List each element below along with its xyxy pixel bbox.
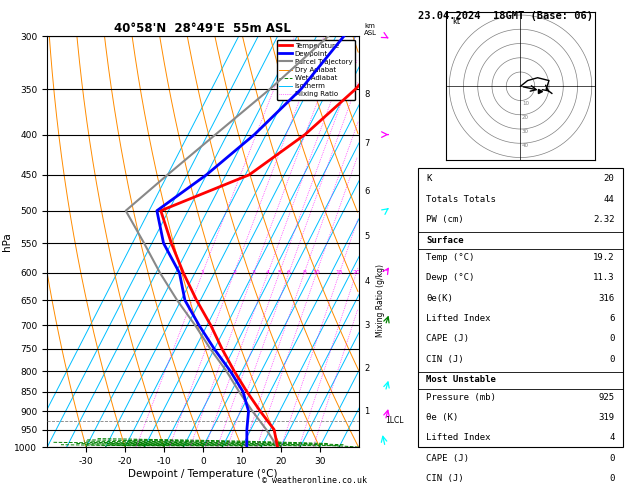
Text: 30: 30 (522, 129, 529, 134)
Text: Lifted Index: Lifted Index (426, 434, 491, 442)
Text: km
ASL: km ASL (364, 23, 377, 36)
Text: 20: 20 (604, 174, 615, 183)
Text: Lifted Index: Lifted Index (426, 314, 491, 323)
Text: © weatheronline.co.uk: © weatheronline.co.uk (262, 476, 367, 485)
Text: K: K (426, 174, 432, 183)
Text: Pressure (mb): Pressure (mb) (426, 393, 496, 401)
Text: CIN (J): CIN (J) (426, 474, 464, 483)
Text: kt: kt (452, 17, 460, 26)
Text: 0: 0 (609, 355, 615, 364)
Text: Mixing Ratio (g/kg): Mixing Ratio (g/kg) (376, 264, 385, 337)
Text: 925: 925 (598, 393, 615, 401)
Text: 0: 0 (609, 334, 615, 344)
Text: θe (K): θe (K) (426, 413, 459, 422)
Text: 20: 20 (352, 270, 360, 276)
Text: 0: 0 (609, 454, 615, 463)
Text: CAPE (J): CAPE (J) (426, 454, 469, 463)
Text: 6: 6 (364, 187, 370, 195)
Y-axis label: hPa: hPa (2, 232, 12, 251)
Text: 10: 10 (313, 270, 320, 276)
Text: 319: 319 (598, 413, 615, 422)
Text: 2: 2 (364, 364, 370, 373)
Text: 40: 40 (522, 143, 529, 148)
Legend: Temperature, Dewpoint, Parcel Trajectory, Dry Adiabat, Wet Adiabat, Isotherm, Mi: Temperature, Dewpoint, Parcel Trajectory… (277, 40, 355, 100)
Text: 15: 15 (336, 270, 343, 276)
Text: 2: 2 (232, 270, 236, 276)
Text: PW (cm): PW (cm) (426, 215, 464, 224)
Text: 2.32: 2.32 (593, 215, 615, 224)
Text: 6: 6 (609, 314, 615, 323)
Text: θe(K): θe(K) (426, 294, 454, 303)
Text: 316: 316 (598, 294, 615, 303)
Text: 11.3: 11.3 (593, 273, 615, 282)
Text: 4: 4 (364, 277, 370, 286)
Text: 7: 7 (364, 139, 370, 148)
FancyBboxPatch shape (418, 168, 623, 447)
X-axis label: Dewpoint / Temperature (°C): Dewpoint / Temperature (°C) (128, 469, 277, 479)
Text: Temp (°C): Temp (°C) (426, 253, 475, 262)
Text: 3: 3 (252, 270, 255, 276)
Text: 8: 8 (364, 90, 370, 99)
Text: 6: 6 (287, 270, 291, 276)
Text: 5: 5 (364, 232, 370, 242)
Text: 44: 44 (604, 195, 615, 204)
Text: Most Unstable: Most Unstable (426, 375, 496, 384)
Text: 5: 5 (277, 270, 281, 276)
Text: Dewp (°C): Dewp (°C) (426, 273, 475, 282)
Text: 23.04.2024  18GMT (Base: 06): 23.04.2024 18GMT (Base: 06) (418, 11, 593, 21)
Text: 1: 1 (201, 270, 204, 276)
Text: CIN (J): CIN (J) (426, 355, 464, 364)
Text: Totals Totals: Totals Totals (426, 195, 496, 204)
Text: 20: 20 (522, 115, 529, 120)
Text: 1LCL: 1LCL (385, 416, 404, 425)
Text: 10: 10 (522, 101, 529, 105)
Text: 1: 1 (364, 407, 370, 416)
Title: 40°58'N  28°49'E  55m ASL: 40°58'N 28°49'E 55m ASL (114, 22, 291, 35)
Text: 4: 4 (266, 270, 270, 276)
Text: 19.2: 19.2 (593, 253, 615, 262)
Text: Surface: Surface (426, 236, 464, 244)
Text: 3: 3 (364, 321, 370, 330)
Text: 0: 0 (609, 474, 615, 483)
Text: 8: 8 (303, 270, 306, 276)
Text: 4: 4 (609, 434, 615, 442)
Text: CAPE (J): CAPE (J) (426, 334, 469, 344)
